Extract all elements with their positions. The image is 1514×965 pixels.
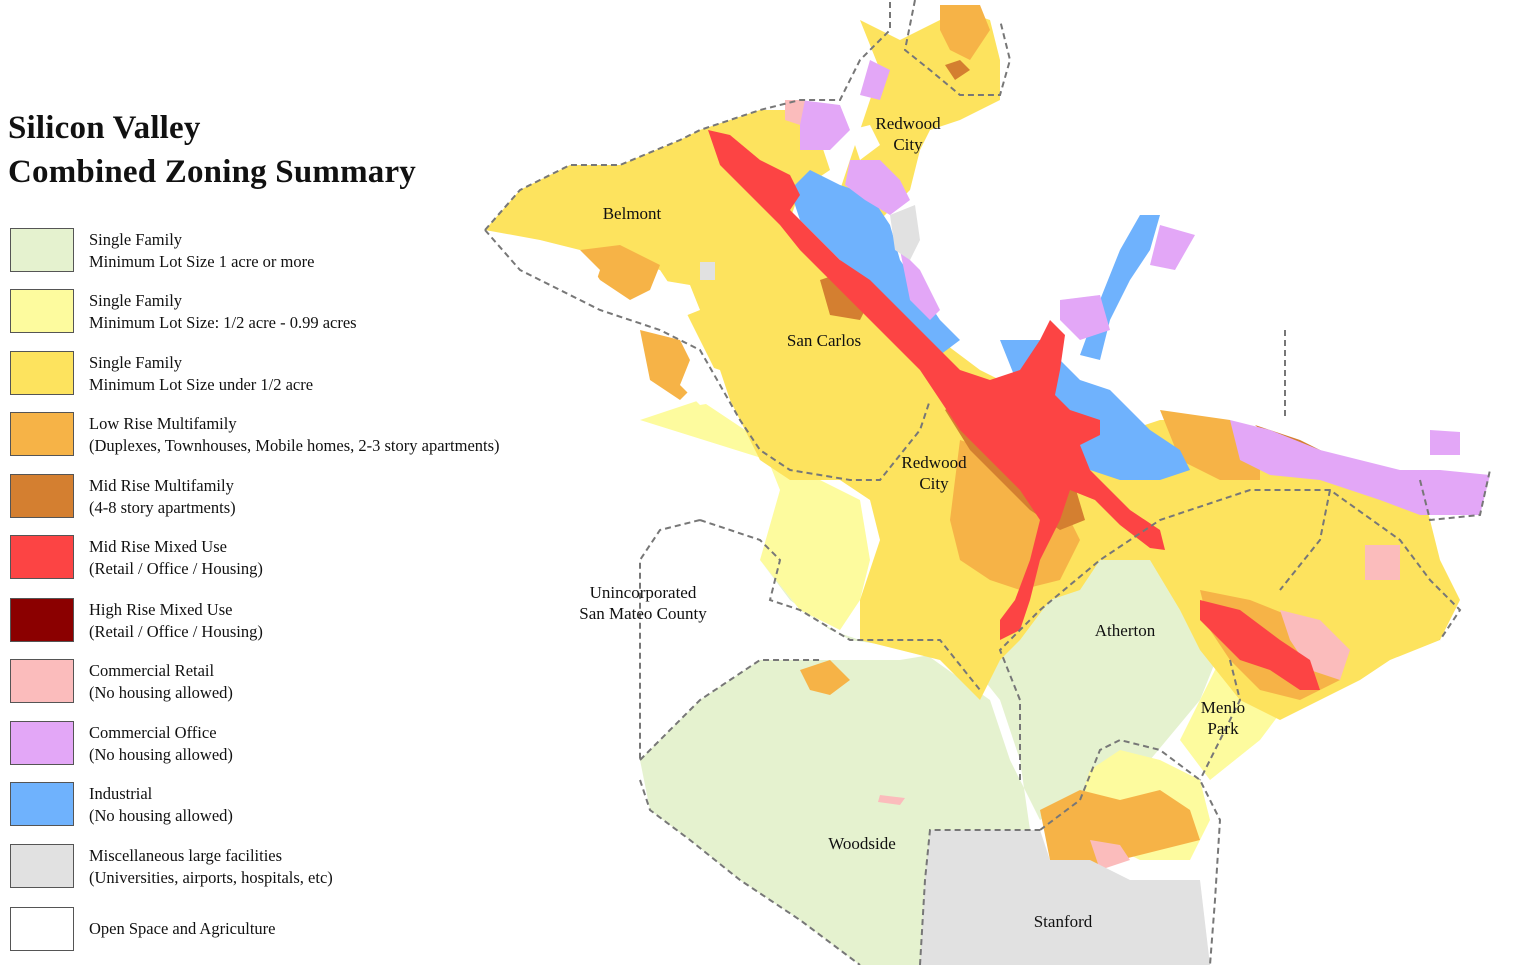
legend-swatch: [10, 351, 74, 395]
title-line-1: Silicon Valley: [8, 110, 201, 146]
city-boundaries: [484, 0, 1491, 965]
legend-swatch: [10, 412, 74, 456]
map-title: Silicon Valley Combined Zoning Summary: [8, 106, 416, 194]
zone-single-family-small-lot: [485, 10, 1460, 720]
legend-label: Industrial (No housing allowed): [89, 784, 233, 825]
legend-swatch: [10, 844, 74, 888]
legend-swatch: [10, 474, 74, 518]
legend-label: Single Family Minimum Lot Size under 1/2 …: [89, 353, 314, 394]
label-woodside: Woodside: [828, 834, 896, 853]
label-menlo-park: Menlo Park: [1201, 698, 1245, 738]
legend-label: Mid Rise Multifamily (4-8 story apartment…: [89, 476, 236, 517]
label-stanford: Stanford: [1034, 912, 1093, 931]
legend-label: Miscellaneous large facilities (Universit…: [89, 846, 333, 887]
legend-swatch: [10, 228, 74, 272]
label-redwood-city-north: Redwood City: [875, 114, 941, 154]
legend-swatch: [10, 721, 74, 765]
legend-label: Commercial Retail (No housing allowed): [89, 661, 233, 702]
legend-label: Single Family Minimum Lot Size: 1/2 acre …: [89, 291, 357, 332]
place-labels: Redwood City Belmont San Carlos Redwood Ci…: [579, 114, 1245, 931]
legend-swatch: [10, 782, 74, 826]
legend-label: Low Rise Multifamily (Duplexes, Townhouse…: [89, 414, 500, 455]
label-atherton: Atherton: [1095, 621, 1156, 640]
legend-swatch: [10, 907, 74, 951]
legend-label: Open Space and Agriculture: [89, 919, 276, 938]
zone-low-rise-multifamily: [580, 5, 1340, 870]
zone-mid-rise-multifamily: [820, 60, 1330, 530]
label-belmont: Belmont: [603, 204, 662, 223]
legend-swatch: [10, 659, 74, 703]
zone-misc-facilities: [700, 205, 1210, 965]
label-redwood-city: Redwood City: [901, 453, 967, 493]
legend-label: High Rise Mixed Use (Retail / Office / Ho…: [89, 600, 263, 641]
title-line-2: Combined Zoning Summary: [8, 154, 417, 190]
legend-swatch: [10, 289, 74, 333]
legend-label: Commercial Office (No housing allowed): [89, 723, 233, 764]
legend-swatch: [10, 598, 74, 642]
zone-mid-rise-mixed-use: [708, 130, 1320, 690]
zone-single-family-half-acre: [640, 400, 1290, 860]
legend-label: Single Family Minimum Lot Size 1 acre or …: [89, 230, 315, 271]
label-san-carlos: San Carlos: [787, 331, 861, 350]
label-unincorporated: Unincorporated San Mateo County: [579, 583, 707, 623]
legend-label: Mid Rise Mixed Use (Retail / Office / Hou…: [89, 537, 263, 578]
zone-industrial: [790, 170, 1190, 480]
legend-swatch: [10, 535, 74, 579]
